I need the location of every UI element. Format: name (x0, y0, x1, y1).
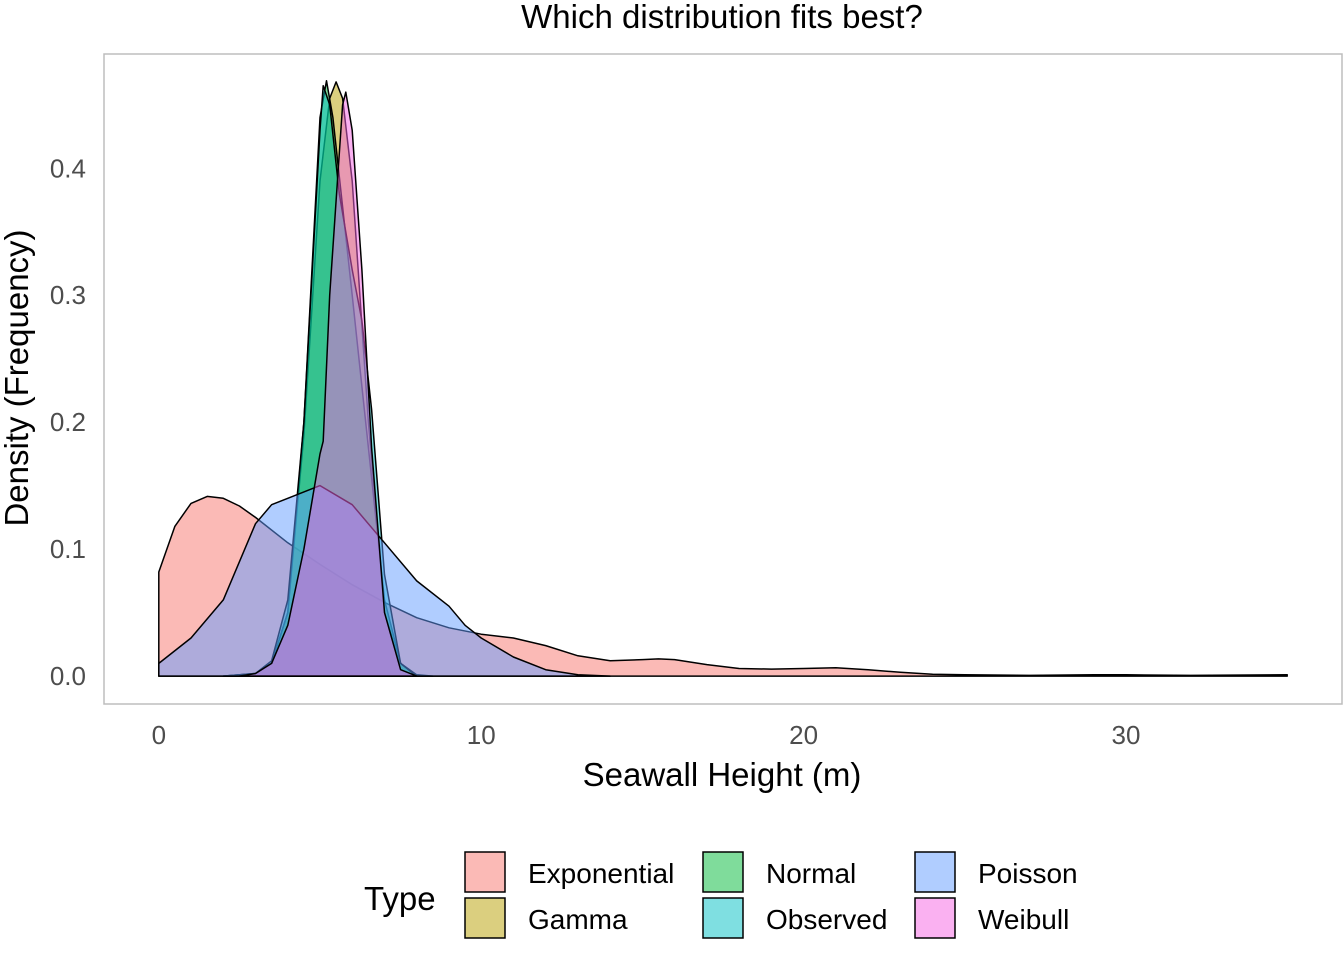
legend: Exponential Gamma Normal Observed Poisson Wei… (464, 851, 1078, 939)
legend-swatch-gamma (464, 897, 506, 939)
legend-label-gamma: Gamma (528, 904, 628, 935)
legend-item-gamma: Gamma (464, 897, 628, 939)
x-axis-ticks: 0 10 20 30 (152, 720, 1141, 750)
legend-item-observed: Observed (702, 897, 887, 939)
legend-label-poisson: Poisson (978, 858, 1078, 889)
density-area-poisson (158, 484, 611, 677)
legend-item-exponential: Exponential (464, 851, 674, 893)
density-area-weibull (238, 91, 418, 677)
legend-swatch-observed (702, 897, 744, 939)
y-tick-label: 0.2 (50, 407, 86, 437)
x-axis-title: Seawall Height (m) (583, 756, 862, 793)
legend-swatch-weibull (914, 897, 956, 939)
x-tick-label: 0 (152, 720, 166, 750)
legend-item-normal: Normal (702, 851, 856, 893)
x-tick-label: 10 (467, 720, 496, 750)
legend-item-weibull: Weibull (914, 897, 1069, 939)
chart-title: Which distribution fits best? (521, 0, 923, 35)
legend-swatch-poisson (914, 851, 956, 893)
legend-label-normal: Normal (766, 858, 856, 889)
legend-title: Type (364, 880, 436, 917)
y-tick-label: 0.4 (50, 153, 86, 183)
x-tick-label: 20 (789, 720, 818, 750)
y-tick-label: 0.3 (50, 280, 86, 310)
x-tick-label: 30 (1112, 720, 1141, 750)
y-axis-ticks: 0.0 0.1 0.2 0.3 0.4 (50, 153, 86, 691)
legend-item-poisson: Poisson (914, 851, 1078, 893)
legend-swatch-normal (702, 851, 744, 893)
legend-label-observed: Observed (766, 904, 887, 935)
y-axis-title: Density (Frequency) (0, 229, 35, 526)
y-tick-label: 0.0 (50, 661, 86, 691)
legend-swatch-exponential (464, 851, 506, 893)
y-tick-label: 0.1 (50, 534, 86, 564)
density-areas (158, 79, 1288, 677)
legend-label-exponential: Exponential (528, 858, 674, 889)
legend-label-weibull: Weibull (978, 904, 1069, 935)
